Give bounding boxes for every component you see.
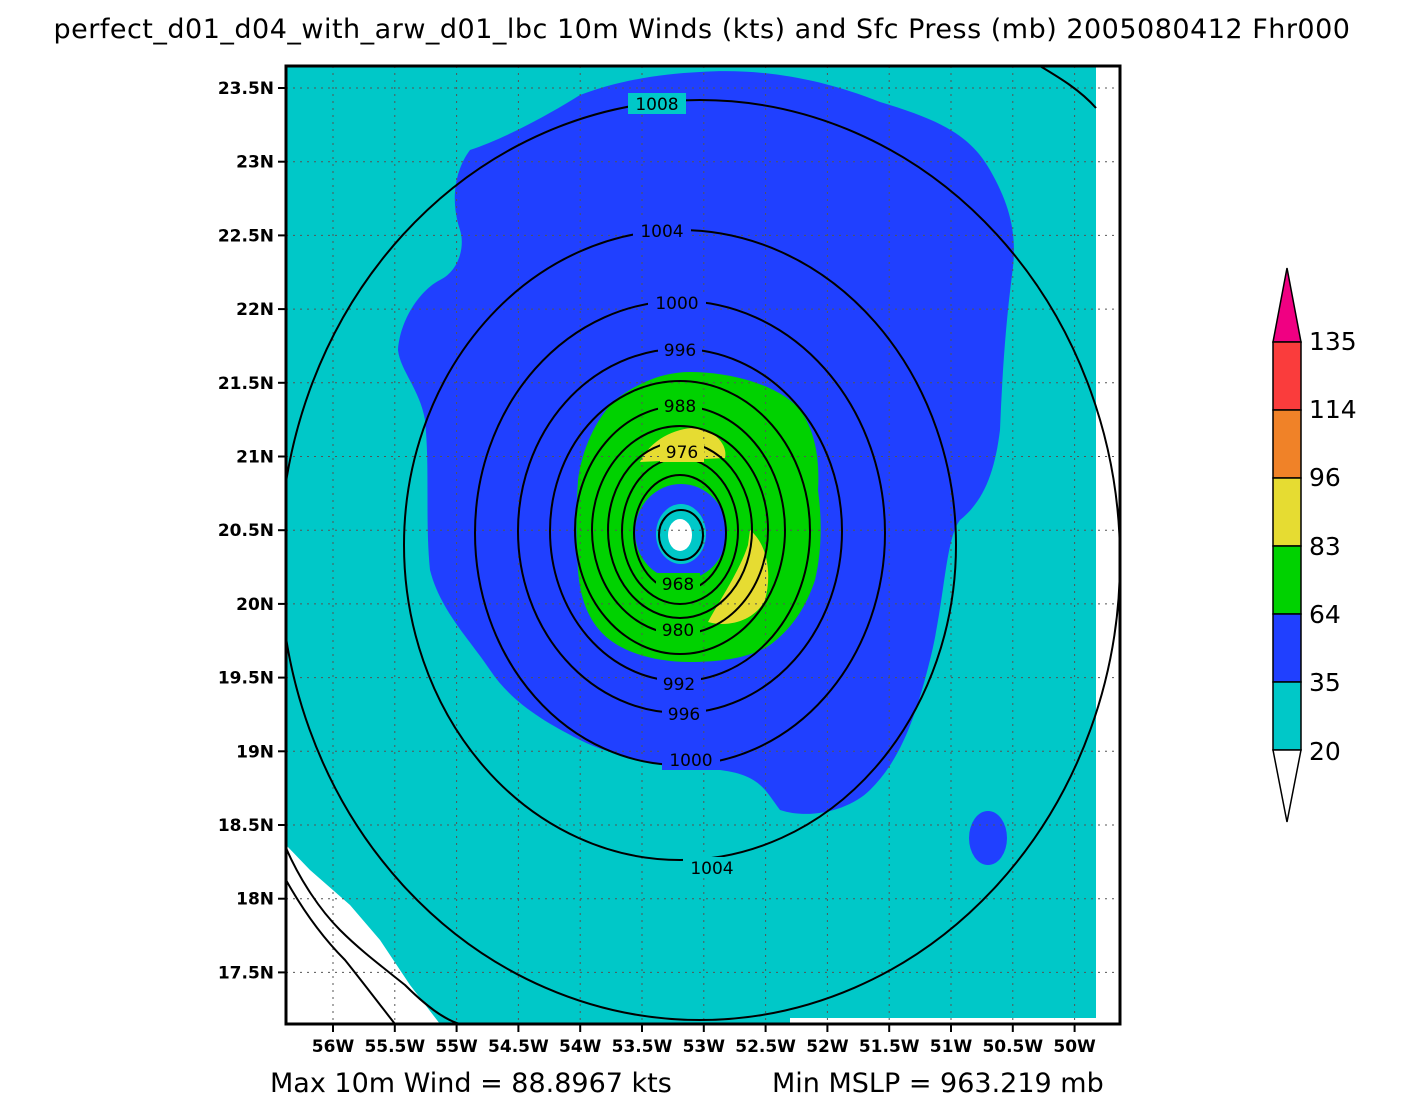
shade-35-64-blob — [969, 811, 1007, 865]
contour-label-1000-south: 1000 — [669, 751, 712, 771]
lon-label: 53.5W — [612, 1037, 673, 1057]
contour-label-1000-north: 1000 — [655, 294, 698, 314]
lat-label: 22.5N — [218, 226, 274, 246]
map-title: perfect_d01_d04_with_arw_d01_lbc 10m Win… — [53, 14, 1351, 45]
lat-label: 23.5N — [218, 79, 274, 99]
lat-label: 17.5N — [218, 963, 274, 983]
contour-label-992: 992 — [663, 675, 695, 695]
colorbar-label-135: 135 — [1309, 327, 1357, 356]
lat-label: 18.5N — [218, 816, 274, 836]
coastline-sw — [286, 847, 461, 1024]
lat-label: 20N — [236, 595, 274, 615]
lat-label: 21N — [236, 448, 274, 468]
contour-968 — [658, 509, 704, 561]
lon-label: 50W — [1053, 1037, 1096, 1057]
lon-label: 51W — [930, 1037, 973, 1057]
lon-label: 51.5W — [859, 1037, 920, 1057]
lat-label: 23N — [236, 153, 274, 173]
contour-label-988: 988 — [664, 397, 696, 417]
lon-label: 52.5W — [735, 1037, 796, 1057]
contour-label-976: 976 — [666, 443, 698, 463]
longitude-labels: 56W 55.5W 55W 54.5W 54W 53.5W 53W 52.5W 52W 51.5W… — [312, 1037, 1096, 1057]
colorbar-box-96-114 — [1272, 409, 1302, 479]
lat-lon-grid — [286, 66, 1120, 1024]
colorbar-arrow-bottom — [1272, 749, 1302, 823]
lon-label: 54.5W — [488, 1037, 549, 1057]
lat-label: 19N — [236, 742, 274, 762]
shade-below-20-south — [790, 1018, 1120, 1024]
wind-shading — [286, 66, 1120, 1024]
shade-below-20-sw — [286, 845, 440, 1024]
lon-label: 55.5W — [364, 1037, 425, 1057]
contour-label-996-north: 996 — [664, 341, 696, 361]
colorbar-box-35-64 — [1272, 613, 1302, 683]
lon-label: 54W — [559, 1037, 602, 1057]
colorbar-box-83-96 — [1272, 477, 1302, 547]
min-mslp-readout: Min MSLP = 963.219 mb — [772, 1068, 1104, 1099]
contour-label-1004-south: 1004 — [690, 859, 733, 879]
colorbar-box-114-135 — [1272, 341, 1302, 411]
colorbar-label-20: 20 — [1309, 737, 1341, 766]
shade-below-20-east — [1096, 66, 1120, 1024]
contour-label-1008: 1008 — [635, 95, 678, 115]
lon-label: 50.5W — [982, 1037, 1043, 1057]
lon-label: 56W — [312, 1037, 355, 1057]
lat-label: 22N — [236, 300, 274, 320]
max-wind-readout: Max 10m Wind = 88.8967 kts — [270, 1068, 672, 1099]
colorbar-arrow-top — [1272, 267, 1302, 343]
colorbar-box-64-83 — [1272, 545, 1302, 615]
colorbar-label-64: 64 — [1309, 600, 1341, 629]
colorbar-label-35: 35 — [1309, 668, 1341, 697]
colorbar: 135 114 96 83 64 35 20 — [1272, 267, 1357, 823]
contour-label-968: 968 — [662, 575, 694, 595]
contour-labels: 1008 1004 1000 996 988 976 968 980 992 9… — [628, 93, 741, 879]
lon-label: 53W — [683, 1037, 726, 1057]
contour-label-996-south: 996 — [668, 705, 700, 725]
colorbar-label-114: 114 — [1309, 395, 1357, 424]
coastline-sw-2 — [286, 879, 396, 1024]
coastline-ne — [1039, 66, 1097, 109]
lat-label: 21.5N — [218, 374, 274, 394]
axis-ticks — [278, 87, 1076, 1032]
colorbar-box-20-35 — [1272, 681, 1302, 751]
contour-1008 — [286, 99, 1120, 1021]
latitude-labels: 23.5N 23N 22.5N 22N 21.5N 21N 20.5N 20N 19.5N 19N… — [218, 79, 274, 983]
contour-label-980: 980 — [662, 621, 694, 641]
colorbar-label-96: 96 — [1309, 463, 1341, 492]
eye-white — [668, 519, 692, 551]
lat-label: 20.5N — [218, 521, 274, 541]
lat-label: 19.5N — [218, 669, 274, 689]
colorbar-label-83: 83 — [1309, 532, 1341, 561]
lat-label: 18N — [236, 890, 274, 910]
lon-label: 52W — [806, 1037, 849, 1057]
contour-label-1004-north: 1004 — [640, 222, 683, 242]
lon-label: 55W — [435, 1037, 478, 1057]
